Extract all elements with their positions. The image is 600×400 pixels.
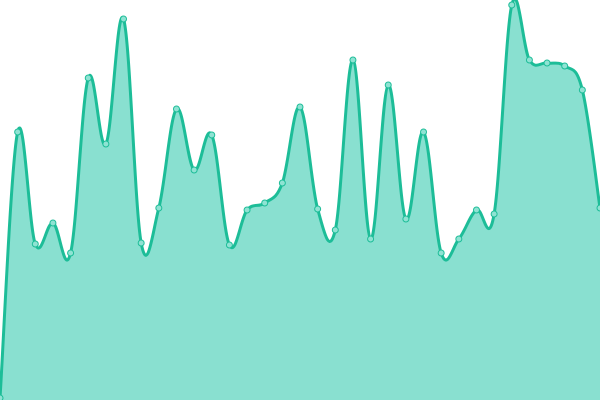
data-point-33 [578, 86, 586, 94]
data-point-8 [137, 239, 145, 247]
data-point-15 [261, 199, 269, 207]
data-point-12 [208, 131, 216, 139]
data-point-9 [155, 204, 163, 212]
data-point-6 [102, 140, 110, 148]
data-point-25 [437, 249, 445, 257]
data-point-11 [190, 166, 198, 174]
data-point-7 [120, 15, 128, 23]
data-point-4 [67, 249, 75, 257]
data-point-27 [472, 206, 480, 214]
data-point-2 [31, 240, 39, 248]
data-point-19 [331, 226, 339, 234]
data-point-21 [367, 235, 375, 243]
data-point-24 [420, 128, 428, 136]
data-point-10 [172, 105, 180, 113]
data-point-18 [314, 205, 322, 213]
data-point-1 [14, 128, 22, 136]
data-point-32 [561, 62, 569, 70]
data-point-14 [243, 206, 251, 214]
data-point-23 [402, 215, 410, 223]
data-point-34 [596, 204, 600, 212]
data-point-31 [543, 59, 551, 67]
data-point-0 [0, 394, 4, 400]
data-point-22 [384, 81, 392, 89]
data-point-5 [84, 74, 92, 82]
data-point-13 [225, 241, 233, 249]
data-point-20 [349, 56, 357, 64]
data-point-29 [508, 1, 516, 9]
data-point-17 [296, 103, 304, 111]
data-point-30 [525, 56, 533, 64]
data-point-26 [455, 235, 463, 243]
data-point-28 [490, 210, 498, 218]
data-point-3 [49, 219, 57, 227]
data-point-16 [278, 179, 286, 187]
